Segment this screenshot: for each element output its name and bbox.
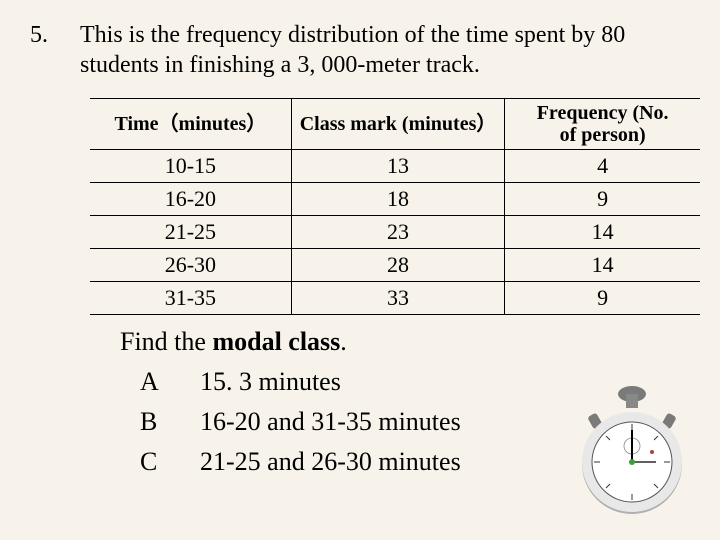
table-row: 21-25 23 14 [90,216,700,249]
cell-time: 10-15 [90,150,291,183]
question-number: 5. [20,20,80,80]
question-text: This is the frequency distribution of th… [80,20,690,80]
option-value: 16-20 and 31-35 minutes [200,407,461,437]
cell-classmark: 33 [291,282,505,315]
cell-time: 16-20 [90,183,291,216]
table-row: 26-30 28 14 [90,249,700,282]
cell-time: 21-25 [90,216,291,249]
table-row: 10-15 13 4 [90,150,700,183]
option-key: A [140,367,200,397]
cell-freq: 14 [505,216,700,249]
cell-time: 26-30 [90,249,291,282]
instruction: Find the modal class. [120,327,690,357]
cell-freq: 9 [505,183,700,216]
stopwatch-icon [572,382,692,522]
cell-classmark: 28 [291,249,505,282]
table-row: 16-20 18 9 [90,183,700,216]
option-key: C [140,447,200,477]
table-header-classmark: Class mark (minutes） [291,99,505,150]
cell-time: 31-35 [90,282,291,315]
table-row: 31-35 33 9 [90,282,700,315]
option-value: 21-25 and 26-30 minutes [200,447,461,477]
option-value: 15. 3 minutes [200,367,341,397]
frequency-table: Time（minutes） Class mark (minutes） Frequ… [90,98,700,315]
cell-classmark: 18 [291,183,505,216]
cell-freq: 4 [505,150,700,183]
table-header-time: Time（minutes） [90,99,291,150]
cell-freq: 14 [505,249,700,282]
table-header-frequency: Frequency (No. of person) [505,99,700,150]
cell-classmark: 23 [291,216,505,249]
option-key: B [140,407,200,437]
cell-freq: 9 [505,282,700,315]
cell-classmark: 13 [291,150,505,183]
